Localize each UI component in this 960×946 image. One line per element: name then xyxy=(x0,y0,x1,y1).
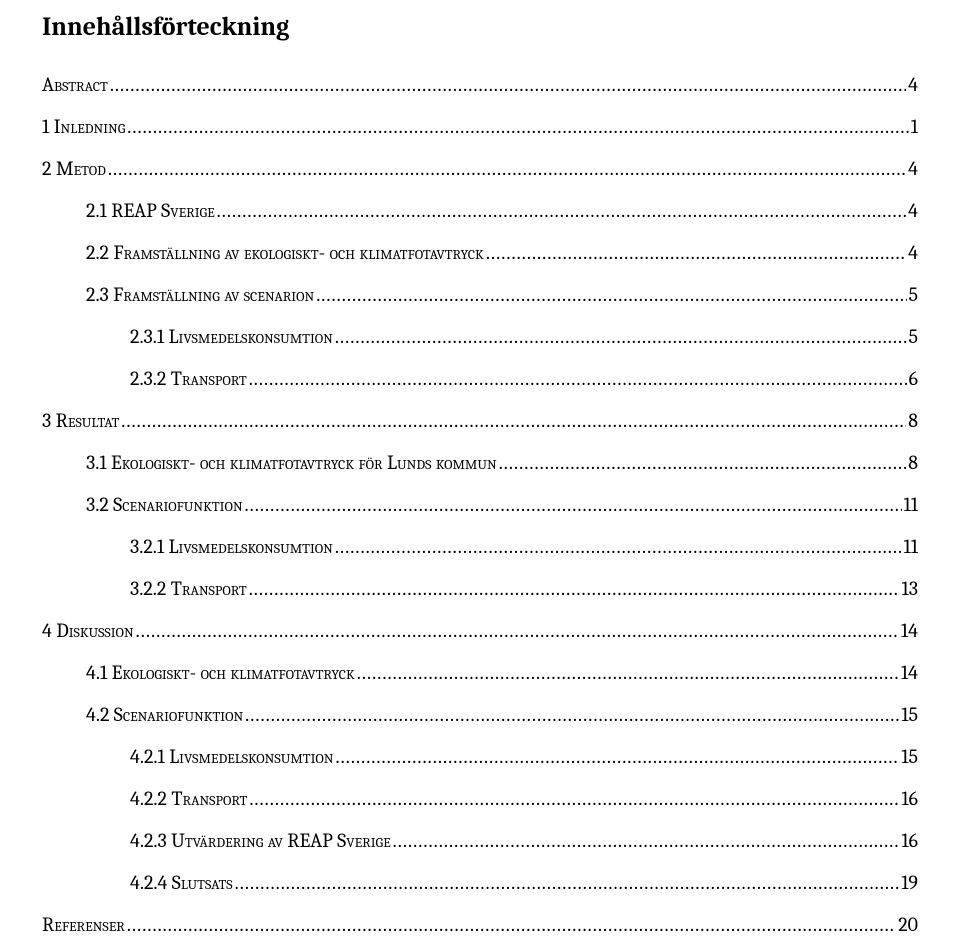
toc-entry: Referenser..............................… xyxy=(42,904,918,946)
toc-entry-label: 4.2 Scenariofunktion xyxy=(86,694,243,736)
toc-entry-label: 3.1 Ekologiskt- och klimatfotavtryck för… xyxy=(86,442,497,484)
toc-leaders: ........................................… xyxy=(245,484,902,526)
toc-entry-page: 1 xyxy=(911,106,918,148)
toc-entry: Abstract................................… xyxy=(42,64,918,106)
toc-entry: 1 Inledning.............................… xyxy=(42,106,918,148)
toc-entry-page: 4 xyxy=(908,232,918,274)
toc-entry-page: 20 xyxy=(898,904,918,946)
toc-entry: 3.2.2 Transport.........................… xyxy=(130,568,918,610)
toc-entry: 2 Metod.................................… xyxy=(42,148,918,190)
toc-entry-page: 19 xyxy=(901,862,918,904)
toc-entry: 4.2 Scenariofunktion....................… xyxy=(86,694,918,736)
toc-entry-page: 15 xyxy=(901,736,918,778)
toc-entry: 3.2 Scenariofunktion....................… xyxy=(86,484,918,526)
toc-entry-page: 13 xyxy=(902,568,918,610)
toc-leaders: ........................................… xyxy=(127,106,908,148)
toc-entry-label: 2.1 REAP Sverige xyxy=(86,190,215,232)
toc-entry: 3 Resultat..............................… xyxy=(42,400,918,442)
toc-leaders: ........................................… xyxy=(357,652,899,694)
toc-entry-label: 4.2.4 Slutsats xyxy=(130,862,233,904)
toc-entry-label: 2.3 Framställning av scenarion xyxy=(86,274,314,316)
toc-entry: 4.2.4 Slutsats..........................… xyxy=(130,862,918,904)
toc-leaders: ........................................… xyxy=(486,232,906,274)
toc-entry-page: 11 xyxy=(904,526,918,568)
toc-entry-label: 4.2.3 Utvärdering av REAP Sverige xyxy=(130,820,391,862)
toc-entry: 4.2.3 Utvärdering av REAP Sverige.......… xyxy=(130,820,918,862)
toc-entry-page: 6 xyxy=(909,358,918,400)
toc-leaders: ........................................… xyxy=(335,736,899,778)
toc-leaders: ........................................… xyxy=(235,862,900,904)
toc-entry-label: Referenser xyxy=(42,904,125,946)
toc-entry-page: 4 xyxy=(908,148,918,190)
toc-leaders: ........................................… xyxy=(136,610,899,652)
toc-entry-label: 3.2.1 Livsmedelskonsumtion xyxy=(130,526,333,568)
toc-entry-page: 4 xyxy=(908,190,918,232)
toc-entry-page: 16 xyxy=(901,820,918,862)
toc-entry: 4.2.2 Transport.........................… xyxy=(130,778,918,820)
toc-entry: 2.3.1 Livsmedelskonsumtion..............… xyxy=(130,316,918,358)
toc-leaders: ........................................… xyxy=(110,64,906,106)
toc-entry-label: 1 Inledning xyxy=(42,106,125,148)
toc-entry-label: 4.2.2 Transport xyxy=(130,778,247,820)
toc-leaders: ........................................… xyxy=(335,526,902,568)
toc-leaders: ........................................… xyxy=(249,358,907,400)
toc-leaders: ........................................… xyxy=(249,568,900,610)
toc-entry-label: 3 Resultat xyxy=(42,400,119,442)
toc-leaders: ........................................… xyxy=(249,778,899,820)
toc-entry: 3.1 Ekologiskt- och klimatfotavtryck för… xyxy=(86,442,918,484)
toc-entry-page: 14 xyxy=(901,652,918,694)
toc-entry-page: 4 xyxy=(908,64,918,106)
toc-entry-page: 8 xyxy=(908,442,918,484)
toc-leaders: ........................................… xyxy=(217,190,907,232)
toc-entry-page: 15 xyxy=(901,694,918,736)
toc-list: Abstract................................… xyxy=(42,64,918,946)
toc-entry-label: 4.2.1 Livsmedelskonsumtion xyxy=(130,736,333,778)
toc-entry-label: 4 Diskussion xyxy=(42,610,134,652)
toc-entry: 2.1 REAP Sverige........................… xyxy=(86,190,918,232)
toc-entry: 4.2.1 Livsmedelskonsumtion..............… xyxy=(130,736,918,778)
toc-entry: 4.1 Ekologiskt- och klimatfotavtryck....… xyxy=(86,652,918,694)
toc-entry-label: 2.3.2 Transport xyxy=(130,358,247,400)
toc-leaders: ........................................… xyxy=(499,442,907,484)
toc-entry: 2.3.2 Transport.........................… xyxy=(130,358,918,400)
toc-entry-label: 2 Metod xyxy=(42,148,106,190)
toc-entry-page: 5 xyxy=(909,316,919,358)
toc-leaders: ........................................… xyxy=(127,904,896,946)
toc-leaders: ........................................… xyxy=(245,694,899,736)
toc-entry-label: 3.2.2 Transport xyxy=(130,568,247,610)
toc-entry-label: 2.3.1 Livsmedelskonsumtion xyxy=(130,316,333,358)
toc-entry-label: 2.2 Framställning av ekologiskt- och kli… xyxy=(86,232,484,274)
toc-entry: 4 Diskussion............................… xyxy=(42,610,918,652)
toc-entry-page: 8 xyxy=(908,400,918,442)
toc-entry-page: 5 xyxy=(909,274,919,316)
toc-entry: 2.3 Framställning av scenarion..........… xyxy=(86,274,918,316)
toc-leaders: ........................................… xyxy=(121,400,906,442)
toc-leaders: ........................................… xyxy=(108,148,906,190)
toc-leaders: ........................................… xyxy=(316,274,906,316)
toc-entry: 2.2 Framställning av ekologiskt- och kli… xyxy=(86,232,918,274)
toc-entry-page: 16 xyxy=(901,778,918,820)
toc-entry-page: 11 xyxy=(904,484,918,526)
toc-leaders: ........................................… xyxy=(335,316,907,358)
toc-entry-label: 3.2 Scenariofunktion xyxy=(86,484,243,526)
toc-entry-label: Abstract xyxy=(42,64,108,106)
toc-title: Innehållsförteckning xyxy=(42,12,918,42)
toc-entry: 3.2.1 Livsmedelskonsumtion..............… xyxy=(130,526,918,568)
toc-leaders: ........................................… xyxy=(393,820,900,862)
toc-entry-label: 4.1 Ekologiskt- och klimatfotavtryck xyxy=(86,652,355,694)
toc-entry-page: 14 xyxy=(901,610,918,652)
